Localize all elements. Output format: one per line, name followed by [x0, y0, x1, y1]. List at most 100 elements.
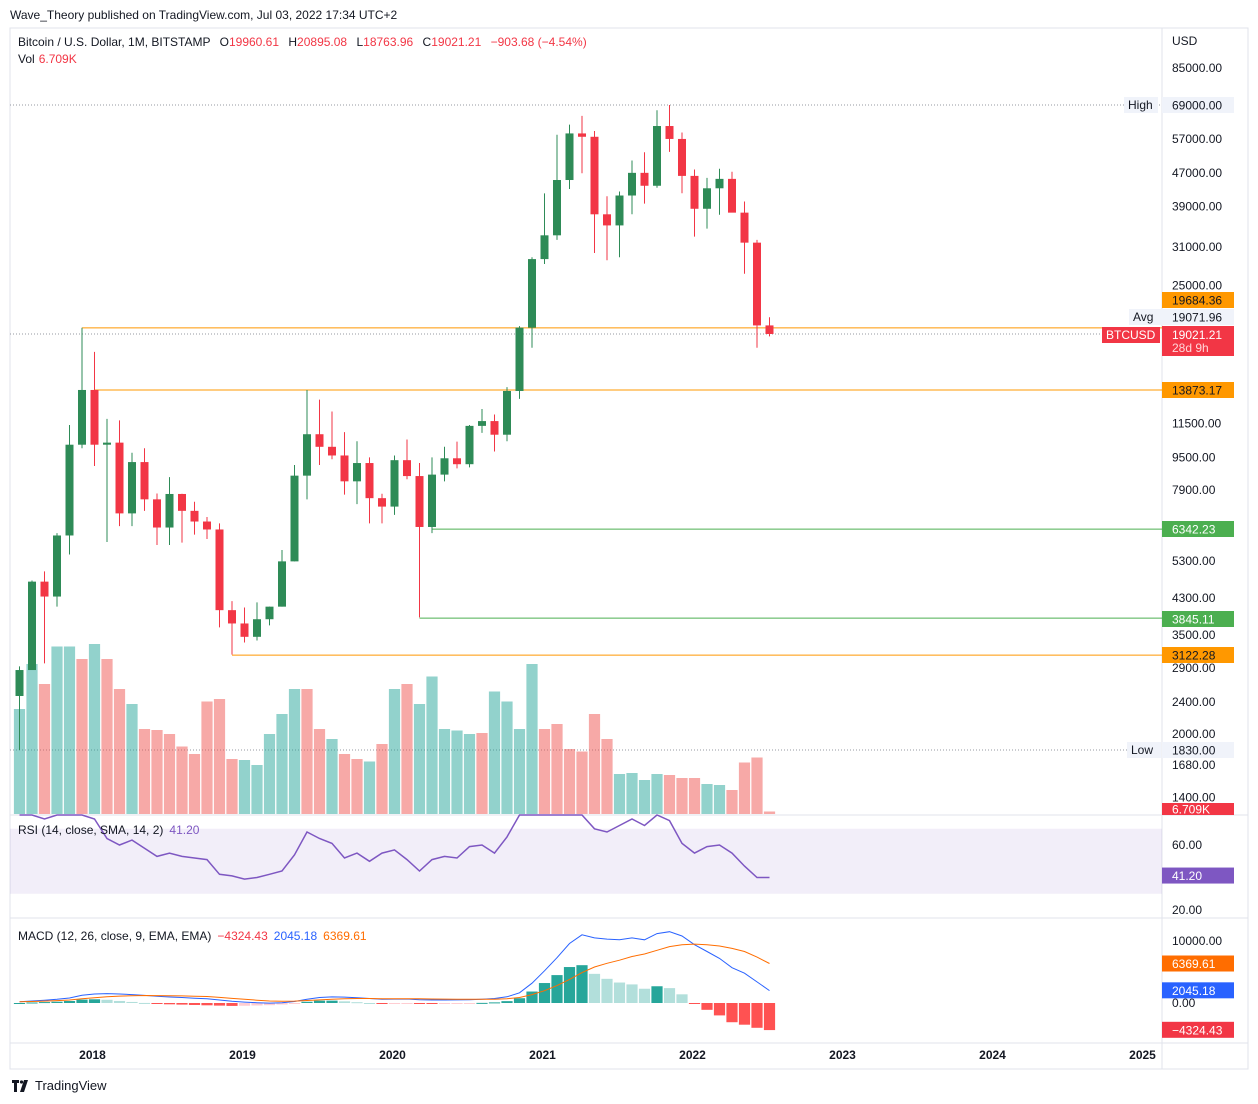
- horizontal-levels: [10, 104, 1162, 751]
- volume-bar: [501, 701, 513, 814]
- candle: [53, 533, 61, 607]
- volume-bar: [263, 734, 276, 814]
- volume-bar: [463, 734, 476, 814]
- candle: [665, 105, 674, 152]
- candle: [153, 493, 161, 546]
- macd-signal-line: [19, 943, 770, 1003]
- macd-histogram-bar: [488, 1002, 501, 1004]
- candle-body: [465, 425, 474, 465]
- macd-histogram-bar: [213, 1003, 226, 1006]
- candle-body: [765, 325, 774, 334]
- macd-histogram-bar: [101, 999, 113, 1003]
- macd-histogram-bar: [88, 999, 101, 1003]
- volume-bar: [701, 784, 713, 814]
- macd-legend: MACD (12, 26, close, 9, EMA, EMA) −4324.4…: [18, 929, 367, 943]
- macd-histogram-bar: [676, 994, 688, 1003]
- high-chip-text: High: [1128, 98, 1153, 112]
- macd-histogram-bar: [526, 991, 538, 1003]
- candle: [115, 420, 124, 527]
- time-tick-label: 2018: [79, 1048, 106, 1062]
- high-chip: High: [1124, 97, 1158, 113]
- volume-bar: [176, 746, 188, 814]
- rsi-tick-label: 20.00: [1172, 903, 1202, 917]
- candle-body: [428, 474, 436, 527]
- low-label: L: [356, 35, 364, 49]
- volume-bar: [276, 714, 288, 814]
- candle-body: [228, 610, 236, 624]
- candle-body: [328, 446, 336, 456]
- candle: [565, 124, 574, 190]
- price-axis[interactable]: USD 85000.00 69000.00 57000.00 47000.00 39000…: [1102, 34, 1234, 1038]
- candle: [428, 457, 436, 534]
- price-tick-label: 85000.00: [1172, 61, 1222, 75]
- macd-histogram-bar: [563, 967, 576, 1003]
- volume-bar: [188, 754, 201, 814]
- macd-histogram-bar: [376, 1003, 388, 1004]
- price-tick-label: 7900.00: [1172, 483, 1216, 497]
- volume-bar: [38, 684, 51, 814]
- candle: [178, 493, 186, 543]
- level4-badge: 3845.11: [1162, 611, 1234, 627]
- candle: [728, 171, 736, 213]
- candle: [490, 414, 499, 452]
- volume-bar: [213, 699, 226, 814]
- high-label: H: [288, 35, 298, 49]
- candle: [253, 602, 261, 641]
- candles[interactable]: [15, 105, 774, 750]
- level1-badge-bg: [1162, 292, 1234, 308]
- candle-body: [178, 493, 186, 511]
- macd-histogram-bar: [38, 1002, 51, 1004]
- volume-bar: [538, 729, 551, 814]
- volume-bar: [163, 734, 176, 814]
- candle: [103, 418, 111, 542]
- candle: [90, 351, 99, 466]
- macd-histogram-bar: [438, 1003, 451, 1004]
- price-tick-label: 4300.00: [1172, 591, 1216, 605]
- low-badge-text: 1830.00: [1172, 744, 1216, 758]
- candle-body: [165, 493, 174, 528]
- candle: [390, 455, 399, 515]
- macd-signal-badge: 6369.61: [1162, 955, 1234, 972]
- macd-histogram-bar: [301, 1001, 313, 1003]
- candle-body: [128, 462, 136, 514]
- low-chip-bg: [1127, 742, 1161, 758]
- time-tick-label: 2020: [379, 1048, 406, 1062]
- candle: [65, 424, 74, 555]
- candle: [590, 131, 599, 254]
- candle: [515, 326, 524, 399]
- volume-bar: [238, 760, 251, 814]
- price-tick-label: 57000.00: [1172, 132, 1222, 146]
- level5-badge: 3122.28: [1162, 647, 1234, 663]
- avg-chip-bg: [1129, 309, 1163, 325]
- time-tick-label: 2022: [679, 1048, 706, 1062]
- candle: [615, 191, 624, 258]
- rsi-legend: RSI (14, close, SMA, 14, 2) 41.20: [18, 823, 199, 837]
- price-tick-label: 11500.00: [1172, 416, 1221, 430]
- candle-body: [653, 126, 661, 186]
- volume-bar: [151, 730, 163, 814]
- candle-body: [590, 136, 599, 215]
- macd-hist-badge-text: −4324.43: [1172, 1023, 1223, 1037]
- macd-histogram-bar: [63, 1001, 76, 1003]
- last-price-text: 19021.21: [1172, 328, 1222, 342]
- candle: [740, 201, 749, 274]
- macd-histogram-bar: [426, 1003, 438, 1004]
- close-label: C: [422, 35, 432, 49]
- footer-brand[interactable]: TradingView: [12, 1078, 107, 1093]
- candle-body: [628, 172, 636, 196]
- tradingview-logo-icon: [12, 1079, 30, 1092]
- time-axis[interactable]: 2018 2019 2020 2021 2022 2023 2024 2025: [79, 1048, 1156, 1062]
- volume-badge-bg: [1162, 803, 1234, 815]
- macd-histogram-bar: [638, 988, 651, 1003]
- volume-bar: [338, 754, 351, 814]
- candle-body: [240, 623, 249, 637]
- volume-bar: [413, 704, 426, 814]
- macd-histogram-bar: [126, 1001, 138, 1003]
- macd-hist-badge-bg: [1162, 1021, 1234, 1038]
- candle: [703, 177, 711, 229]
- candle-body: [278, 561, 286, 607]
- volume-bar: [526, 664, 538, 814]
- volume-label: Vol: [18, 52, 35, 66]
- candle-body: [490, 421, 499, 435]
